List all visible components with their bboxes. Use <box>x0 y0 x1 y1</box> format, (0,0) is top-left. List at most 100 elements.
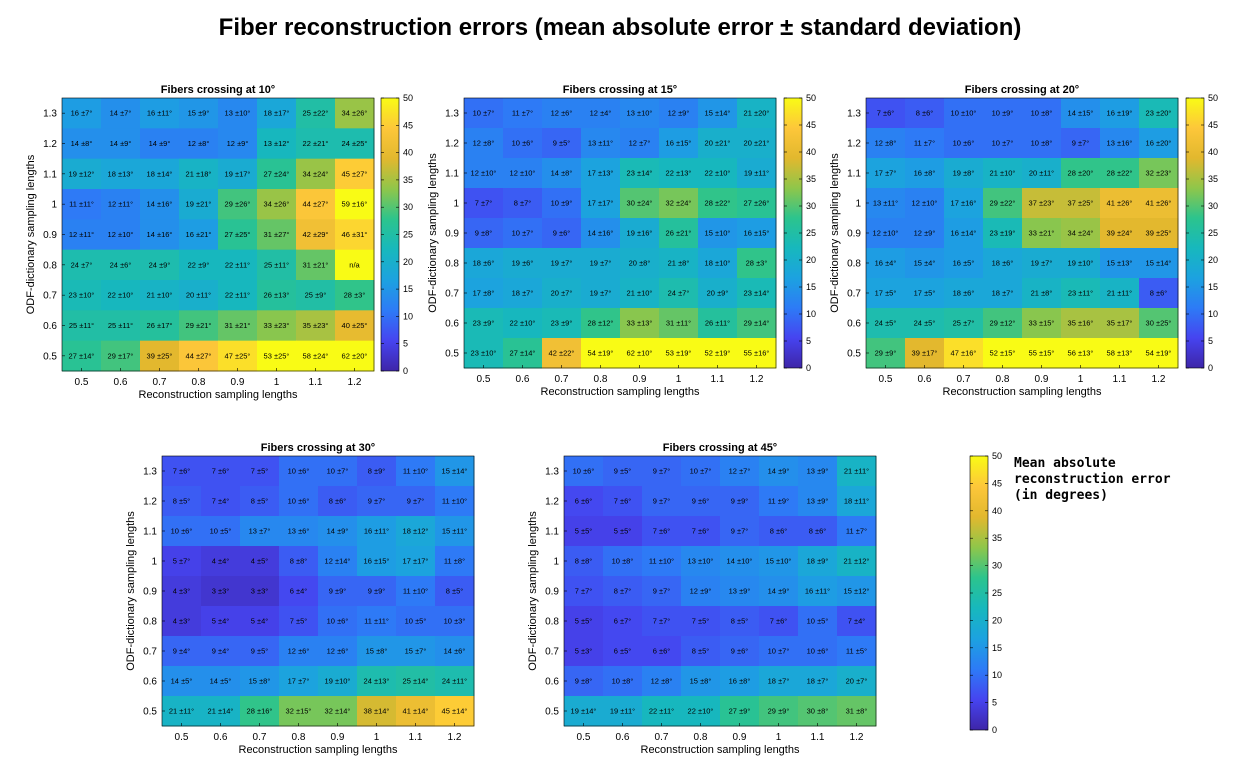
cell-label: 15 ±10° <box>766 557 792 566</box>
cell-label: 10 ±6° <box>807 647 829 656</box>
colorbar-tick-label: 20 <box>992 615 1002 625</box>
cell-label: 9 ±7° <box>1072 139 1090 148</box>
cell-label: 8 ±7° <box>614 587 632 596</box>
heatmap-cell <box>179 249 219 281</box>
heatmap-cell <box>905 218 945 249</box>
cell-label: 21 ±11° <box>1107 289 1132 298</box>
heatmap-cell <box>759 456 799 487</box>
heatmap-cell <box>681 696 721 727</box>
heatmap-cell <box>642 636 682 667</box>
cell-label: 44 ±27° <box>186 351 212 360</box>
heatmap-cell <box>318 666 358 697</box>
heatmap-cell <box>542 128 582 159</box>
cell-label: 12 ±10° <box>471 169 497 178</box>
cell-label: 28 ±3° <box>344 291 366 300</box>
heatmap-cell <box>698 158 738 189</box>
cell-label: 54 ±19° <box>1146 349 1172 358</box>
cell-label: 15 ±8° <box>366 647 388 656</box>
heatmap-cell <box>642 516 682 547</box>
cell-label: 14 ±5° <box>210 677 232 686</box>
cell-label: 21 ±20° <box>744 109 770 118</box>
cell-label: 12 ±8° <box>875 139 897 148</box>
cell-label: 23 ±20° <box>1146 109 1172 118</box>
heatmap-cell <box>603 696 643 727</box>
cell-label: 15 ±7° <box>405 647 427 656</box>
heatmap-cell <box>1061 158 1101 189</box>
cell-label: 12 ±8° <box>473 139 495 148</box>
cell-label: 34 ±26° <box>264 200 290 209</box>
cell-label: 10 ±5° <box>405 617 427 626</box>
heatmap-cell <box>659 188 699 219</box>
heatmap-cell <box>581 98 621 129</box>
cell-label: 8 ±9° <box>368 467 386 476</box>
heatmap-cell <box>759 486 799 517</box>
x-tick-label: 0.7 <box>153 377 167 388</box>
cell-label: 16 ±14° <box>951 229 977 238</box>
heatmap-cell <box>905 338 945 369</box>
heatmap-cell <box>201 456 241 487</box>
cell-label: 35 ±17° <box>1107 319 1133 328</box>
heatmap-cell <box>620 218 660 249</box>
heatmap-cell <box>335 189 375 220</box>
heatmap-cell <box>257 340 297 372</box>
heatmap-cell <box>564 636 604 667</box>
heatmap-cell <box>866 308 906 339</box>
cell-label: 15 ±13° <box>1107 259 1133 268</box>
colorbar-tick-label: 50 <box>403 93 413 103</box>
cell-label: 39 ±25° <box>147 351 173 360</box>
cell-label: 9 ±7° <box>653 587 671 596</box>
cell-label: 29 ±9° <box>768 707 790 716</box>
cell-label: 29 ±12° <box>990 319 1016 328</box>
heatmap-cell <box>798 666 838 697</box>
cell-label: 7 ±4° <box>848 617 866 626</box>
heatmap-cell <box>620 128 660 159</box>
y-tick-label: 0.8 <box>43 260 57 271</box>
heatmap-cell <box>435 636 475 667</box>
heatmap-cell <box>837 546 877 577</box>
cell-label: 18 ±11° <box>844 497 869 506</box>
heatmap-cell <box>581 308 621 339</box>
cell-label: 20 ±11° <box>1029 169 1054 178</box>
cell-label: 7 ±6° <box>173 467 191 476</box>
cell-label: 3 ±3° <box>212 587 230 596</box>
cell-label: 11 ±9° <box>768 497 789 506</box>
heatmap-cell <box>944 338 984 369</box>
y-tick-label: 1.2 <box>847 139 861 150</box>
cell-label: 24 ±13° <box>364 677 390 686</box>
cell-label: 10 ±6° <box>288 467 310 476</box>
cell-label: 17 ±13° <box>588 169 614 178</box>
x-tick-label: 0.9 <box>331 732 345 743</box>
cell-label: 21 ±10° <box>990 169 1016 178</box>
cell-label: 7 ±6° <box>770 617 788 626</box>
cell-label: 5 ±5° <box>614 527 632 536</box>
heatmap-cell <box>435 546 475 577</box>
panel-title: Fibers crossing at 15° <box>563 84 677 96</box>
y-tick-label: 0.5 <box>43 351 57 362</box>
heatmap-cell <box>62 98 102 129</box>
cell-label: 12 ±10° <box>912 199 938 208</box>
heatmap-cell <box>396 456 436 487</box>
colorbar-legend-note: Mean absolute reconstruction error (in d… <box>1014 456 1234 504</box>
cell-label: 16 ±11° <box>147 109 172 118</box>
heatmap-cell <box>1022 158 1062 189</box>
heatmap-cell <box>983 308 1023 339</box>
cell-label: 14 ±7° <box>110 109 132 118</box>
heatmap-cell <box>905 248 945 279</box>
x-tick-label: 0.7 <box>253 732 267 743</box>
cell-label: 31 ±21° <box>303 260 329 269</box>
heatmap-cell <box>720 696 760 727</box>
heatmap-cell <box>866 278 906 309</box>
heatmap-cell <box>396 636 436 667</box>
heatmap-cell <box>357 636 397 667</box>
cell-label: 17 ±17° <box>588 199 614 208</box>
cell-label: 27 ±24° <box>264 169 290 178</box>
cell-label: 19 ±11° <box>744 169 769 178</box>
cell-label: 14 ±16° <box>147 230 173 239</box>
heatmap-cell <box>866 128 906 159</box>
colorbar-tick-label: 10 <box>992 670 1002 680</box>
heatmap-cell <box>681 516 721 547</box>
cell-label: 23 ±10° <box>471 349 497 358</box>
heatmap-cell <box>201 576 241 607</box>
y-tick-label: 1 <box>553 557 559 568</box>
y-tick-label: 0.7 <box>143 647 157 658</box>
